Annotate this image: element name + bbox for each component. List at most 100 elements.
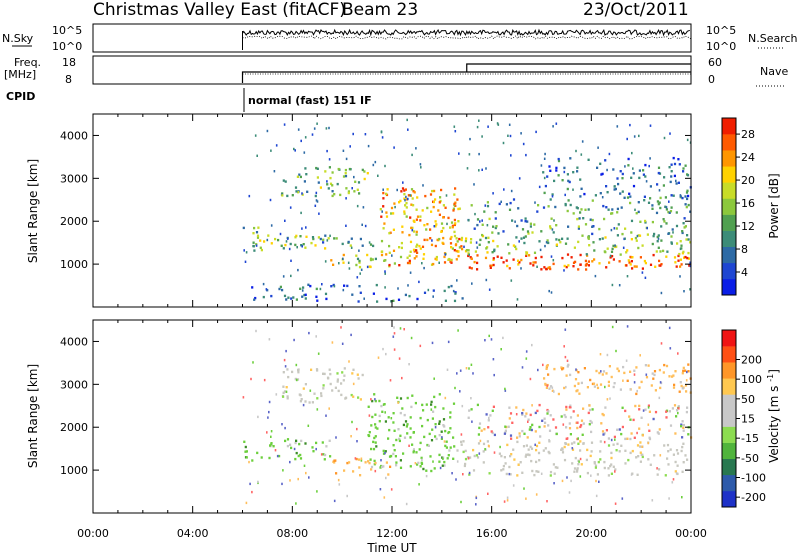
scatter-cell — [395, 464, 398, 467]
scatter-cell — [400, 190, 403, 193]
scatter-cell — [687, 257, 690, 260]
scatter-cell — [669, 448, 672, 451]
noise-cell — [510, 279, 513, 282]
scatter-cell — [538, 441, 541, 444]
scatter-cell — [633, 436, 636, 439]
noise-cell — [442, 456, 445, 459]
scatter-cell — [564, 203, 567, 207]
freq-trace — [241, 63, 691, 83]
noise-cell — [248, 194, 251, 198]
scatter-cell — [549, 227, 552, 230]
scatter-cell — [285, 298, 288, 301]
noise-cell — [326, 149, 328, 153]
scatter-cell — [546, 239, 549, 242]
scatter-cell — [371, 258, 374, 261]
noise-cell — [548, 439, 550, 442]
noise-cell — [283, 123, 286, 126]
scatter-cell — [407, 194, 410, 197]
scatter-cell — [561, 256, 564, 260]
scatter-cell — [492, 257, 495, 260]
scatter-cell — [607, 437, 610, 440]
scatter-cell — [508, 267, 511, 270]
scatter-cell — [532, 264, 535, 267]
scatter-cell — [423, 238, 426, 242]
scatter-cell — [547, 266, 550, 270]
noise-cell — [382, 403, 385, 406]
noise-cell — [658, 396, 661, 400]
scatter-cell — [584, 208, 587, 211]
scatter-cell — [453, 223, 456, 227]
scatter-cell — [576, 170, 579, 173]
noise-cell — [431, 239, 433, 242]
scatter-cell — [654, 410, 658, 414]
scatter-cell — [452, 207, 455, 210]
noise-cell — [665, 206, 668, 209]
nave-tick-top: 60 — [708, 56, 722, 69]
scatter-cell — [426, 206, 429, 210]
noise-cell — [614, 244, 616, 247]
noise-cell — [536, 265, 538, 268]
scatter-cell — [629, 195, 632, 198]
scatter-cell — [415, 208, 418, 211]
scatter-cell — [627, 164, 630, 167]
scatter-cell — [417, 461, 420, 465]
scatter-cell — [644, 221, 647, 224]
scatter-cell — [282, 395, 285, 398]
scatter-cell — [410, 405, 413, 409]
scatter-cell — [299, 175, 302, 179]
scatter-cell — [389, 231, 392, 234]
scatter-cell — [546, 364, 549, 367]
scatter-cell — [331, 194, 334, 198]
scatter-cell — [527, 453, 530, 456]
noise-cell — [268, 400, 271, 404]
scatter-cell — [399, 255, 403, 259]
scatter-cell — [576, 470, 579, 473]
noise-cell — [481, 219, 483, 222]
scatter-cell — [357, 377, 360, 380]
scatter-cell — [290, 446, 293, 450]
scatter-cell — [403, 413, 406, 417]
scatter-cell — [321, 441, 324, 444]
scatter-cell — [669, 424, 673, 427]
noise-cell — [606, 398, 609, 401]
noise-cell — [577, 382, 580, 385]
scatter-cell — [393, 449, 396, 452]
scatter-cell — [326, 376, 330, 379]
scatter-cell — [286, 438, 290, 441]
scatter-cell — [435, 258, 438, 261]
scatter-cell — [340, 393, 343, 397]
colorbar-tick-label: 200 — [741, 354, 762, 367]
scatter-cell — [532, 261, 535, 264]
noise-cell — [471, 420, 473, 423]
scatter-cell — [531, 469, 534, 473]
noise-cell — [596, 383, 598, 387]
scatter-cell — [521, 228, 525, 231]
scatter-cell — [416, 243, 419, 246]
noise-cell — [460, 433, 463, 436]
noise-cell — [316, 408, 319, 411]
scatter-cell — [680, 384, 683, 388]
scatter-cell — [313, 392, 316, 395]
colorbar-tick-label: 50 — [741, 393, 755, 406]
scatter-cell — [611, 255, 614, 258]
scatter-cell — [638, 234, 642, 237]
nsky-line — [242, 28, 690, 50]
scatter-cell — [412, 449, 415, 452]
scatter-cell — [443, 261, 447, 264]
scatter-cell — [393, 429, 396, 432]
scatter-cell — [328, 166, 331, 169]
scatter-cell — [399, 434, 402, 437]
noise-cell — [385, 352, 387, 356]
scatter-cell — [316, 397, 319, 400]
scatter-cell — [283, 390, 287, 393]
scatter-cell — [344, 174, 348, 178]
noise-cell — [681, 496, 683, 499]
noise-cell — [432, 295, 434, 298]
scatter-cell — [470, 257, 473, 260]
scatter-cell — [388, 232, 391, 235]
scatter-cell — [557, 392, 560, 396]
noise-cell — [571, 447, 574, 450]
noise-cell — [279, 232, 282, 236]
noise-cell — [453, 125, 456, 128]
